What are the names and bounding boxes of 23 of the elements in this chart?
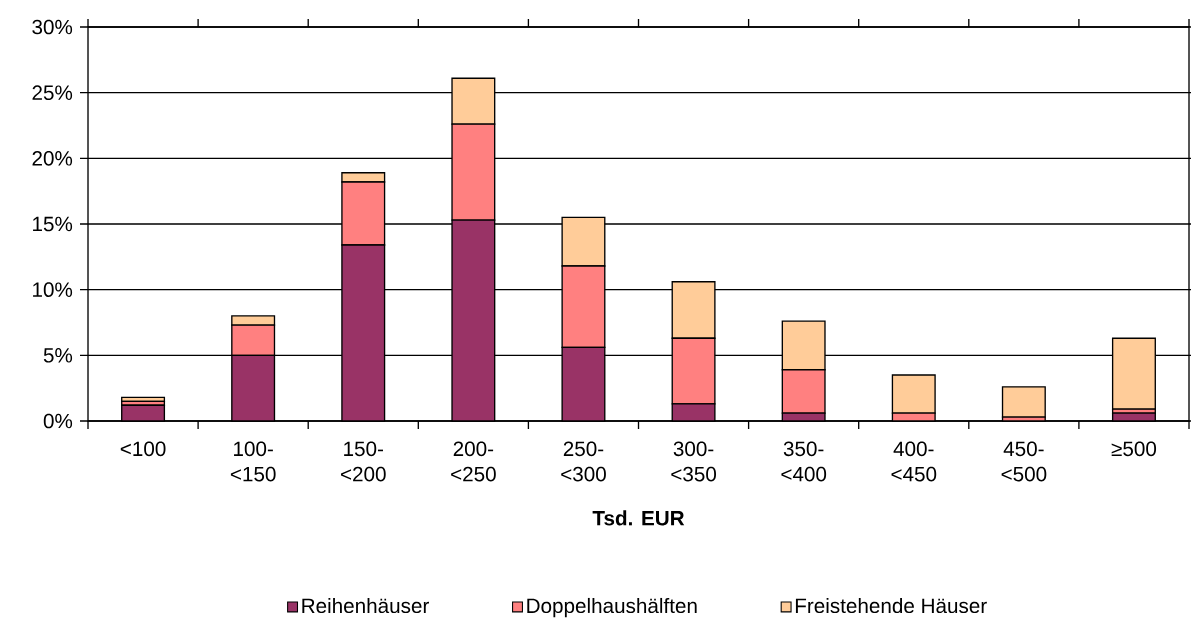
legend-label: Reihenhäuser [302,597,429,614]
y-tick-label: 10% [33,282,73,297]
y-tick-label: 5% [43,348,73,363]
legend-label: Freistehende Häuser [795,597,987,614]
x-tick-label: 250-<300 [561,441,606,482]
bar [1111,337,1156,410]
x-tick-label: 200-<250 [451,441,496,482]
y-tick-label: 25% [32,85,73,100]
x-tick-label: 400-<450 [891,441,937,482]
y-tick-label: 0% [43,413,73,429]
x-axis-title: Tsd. EUR [592,510,685,526]
y-tick-label: 15% [33,216,73,232]
x-tick-label: 300-<350 [671,441,717,482]
x-tick-label: 100-<150 [230,441,276,482]
x-tick-label: ≥500 [1111,441,1157,457]
y-tick-label: 20% [32,151,73,166]
x-tick-label: <100 [120,441,166,457]
x-tick-label: 150-<200 [341,441,386,482]
y-tick-label: 30% [32,19,73,35]
x-tick-label: 350-<400 [781,441,827,482]
bar [1001,386,1046,418]
legend-label: Doppelhaushälften [527,597,697,618]
x-tick-label: 450-<500 [1001,441,1047,482]
